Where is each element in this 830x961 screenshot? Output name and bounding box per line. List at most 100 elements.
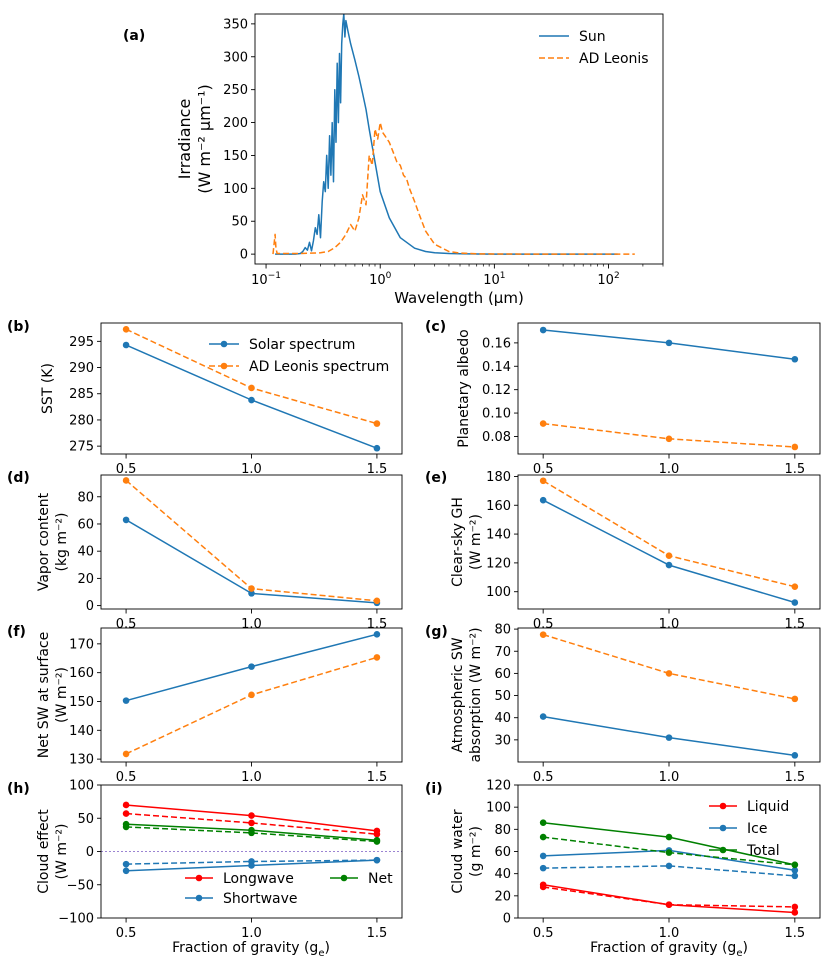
data-point-h-1-1 <box>248 819 255 827</box>
data-point-h-5-0 <box>122 860 130 868</box>
y-tick-label-a: 200 <box>223 116 248 131</box>
data-point-i-1-2 <box>791 903 799 911</box>
data-point-e-1-0 <box>539 477 547 485</box>
y-axis-label-g: absorption (W m⁻²) <box>468 627 484 762</box>
y-axis-label-b: SST (K) <box>40 363 56 414</box>
data-point-i-3-0 <box>539 864 547 872</box>
data-point-i-4-1 <box>665 833 673 841</box>
x-tick-label-i: 1.0 <box>659 926 680 941</box>
data-point-b-1-2 <box>373 420 381 427</box>
x-tick-label-a: 101 <box>483 271 505 288</box>
data-point-h-5-1 <box>248 858 255 865</box>
y-tick-label-a: 250 <box>223 83 248 98</box>
data-point-h-3-0 <box>122 823 130 831</box>
x-tick-label-e: 1.0 <box>659 617 680 632</box>
y-axis-label-c: Planetary albedo <box>456 329 472 447</box>
data-point-f-0-1 <box>248 663 255 670</box>
y-tick-label-h: 0 <box>86 845 94 860</box>
x-axis-label-bottom-left: Fraction of gravity (ge) <box>172 940 330 959</box>
y-tick-label-i: 0 <box>503 912 511 927</box>
data-point-e-1-1 <box>665 552 673 559</box>
y-tick-label-f: 170 <box>69 637 94 652</box>
data-point-c-1-1 <box>665 435 673 443</box>
x-tick-label-b: 1.0 <box>241 462 262 477</box>
panel-label-e: (e) <box>425 470 447 486</box>
data-point-e-0-2 <box>791 599 799 606</box>
y-tick-label-i: 120 <box>486 779 511 794</box>
y-tick-label-b: 285 <box>69 387 94 402</box>
data-point-g-0-0 <box>539 713 547 720</box>
x-axis-label-a: Wavelength (μm) <box>394 289 524 307</box>
series-group <box>539 477 799 606</box>
y-tick-label-a: 150 <box>223 149 248 164</box>
y-axis-label-i: (g m⁻²) <box>468 826 484 877</box>
y-axis-label-a: (W m⁻² μm⁻¹) <box>195 84 214 194</box>
data-point-h-1-0 <box>122 810 130 817</box>
x-tick-label-c: 1.0 <box>659 462 680 477</box>
y-tick-label-e: 120 <box>486 556 511 571</box>
y-axis-label-d: Vapor content <box>36 492 52 591</box>
x-tick-label-a: 100 <box>369 271 392 288</box>
y-tick-label-h: −100 <box>58 912 94 927</box>
panel-label-f: (f) <box>7 624 26 640</box>
x-tick-label-h: 1.0 <box>241 926 262 941</box>
y-tick-label-d: 20 <box>77 572 94 587</box>
panel-h: (h) −100 −50 0 50 100 0.5 1.0 1.5 Cloud effect (W … <box>7 779 403 941</box>
y-tick-label-h: −50 <box>67 878 94 893</box>
data-point-g-0-1 <box>665 734 673 741</box>
data-point-d-1-0 <box>122 477 130 484</box>
x-tick-label-f: 1.5 <box>367 770 388 785</box>
x-tick-label-e: 1.5 <box>784 617 805 632</box>
data-point-d-0-0 <box>122 516 130 524</box>
y-axis-label-e: Clear-sky GH <box>450 497 466 587</box>
data-point-g-1-0 <box>539 631 547 638</box>
x-tick-label-f: 1.0 <box>241 770 262 785</box>
x-tick-label-g: 1.5 <box>784 770 805 785</box>
y-tick-label-c: 0.16 <box>482 336 511 351</box>
data-point-h-4-0 <box>122 867 130 875</box>
series-group <box>122 477 381 607</box>
data-point-i-2-2 <box>791 867 799 874</box>
legend-adleonis-label: AD Leonis spectrum <box>249 359 389 375</box>
y-tick-label-c: 0.14 <box>482 360 511 375</box>
legend-solar-label: Solar spectrum <box>249 337 355 353</box>
panel-g: (g) 30 40 50 60 70 80 0.5 1.0 1.5 Atmospheric SW ab… <box>425 623 821 785</box>
series-group <box>539 631 799 759</box>
x-tick-label-a: 10−1 <box>251 271 281 288</box>
x-tick-label-g: 0.5 <box>533 770 554 785</box>
legend-longwave-marker <box>195 874 203 882</box>
y-tick-label-a: 350 <box>223 17 248 32</box>
legend-ice-label: Ice <box>747 821 767 837</box>
y-tick-label-a: 50 <box>231 215 248 230</box>
legend-adleonis-marker <box>220 362 228 370</box>
y-tick-label-i: 80 <box>494 823 511 838</box>
legend-ice-marker <box>719 824 727 832</box>
series-group <box>122 801 381 875</box>
y-tick-label-b: 280 <box>69 413 94 428</box>
legend-solar-marker <box>220 340 228 348</box>
x-tick-label-g: 1.0 <box>659 770 680 785</box>
y-tick-label-b: 290 <box>69 361 94 376</box>
data-point-h-3-2 <box>373 838 381 845</box>
y-axis-label-i: Cloud water <box>450 809 466 894</box>
x-tick-label-a: 102 <box>597 271 619 288</box>
legend-adleonis-label: AD Leonis <box>579 51 649 67</box>
y-tick-label-d: 40 <box>77 545 94 560</box>
data-point-i-3-2 <box>791 872 799 880</box>
data-point-c-1-0 <box>539 420 547 427</box>
x-tick-label-b: 0.5 <box>116 462 137 477</box>
data-point-d-1-2 <box>373 597 381 605</box>
y-axis-label-e: (W m⁻²) <box>468 514 484 570</box>
y-tick-label-g: 70 <box>494 645 511 660</box>
plot-frame-a <box>254 13 664 265</box>
data-point-i-1-0 <box>539 883 547 891</box>
x-tick-label-f: 0.5 <box>116 770 137 785</box>
legend-net-label: Net <box>368 871 393 887</box>
series-group <box>122 325 381 452</box>
data-point-i-5-1 <box>665 849 673 856</box>
panel-f: (f) 130 140 150 160 170 0.5 1.0 1.5 Net SW at sur… <box>7 624 403 785</box>
y-tick-label-h: 100 <box>69 779 94 794</box>
data-point-f-1-0 <box>122 750 130 758</box>
panel-i: (i) 0 20 40 60 80 100 120 0.5 1.0 1.5 Cloud water (g… <box>425 779 821 941</box>
y-tick-label-e: 180 <box>486 470 511 485</box>
